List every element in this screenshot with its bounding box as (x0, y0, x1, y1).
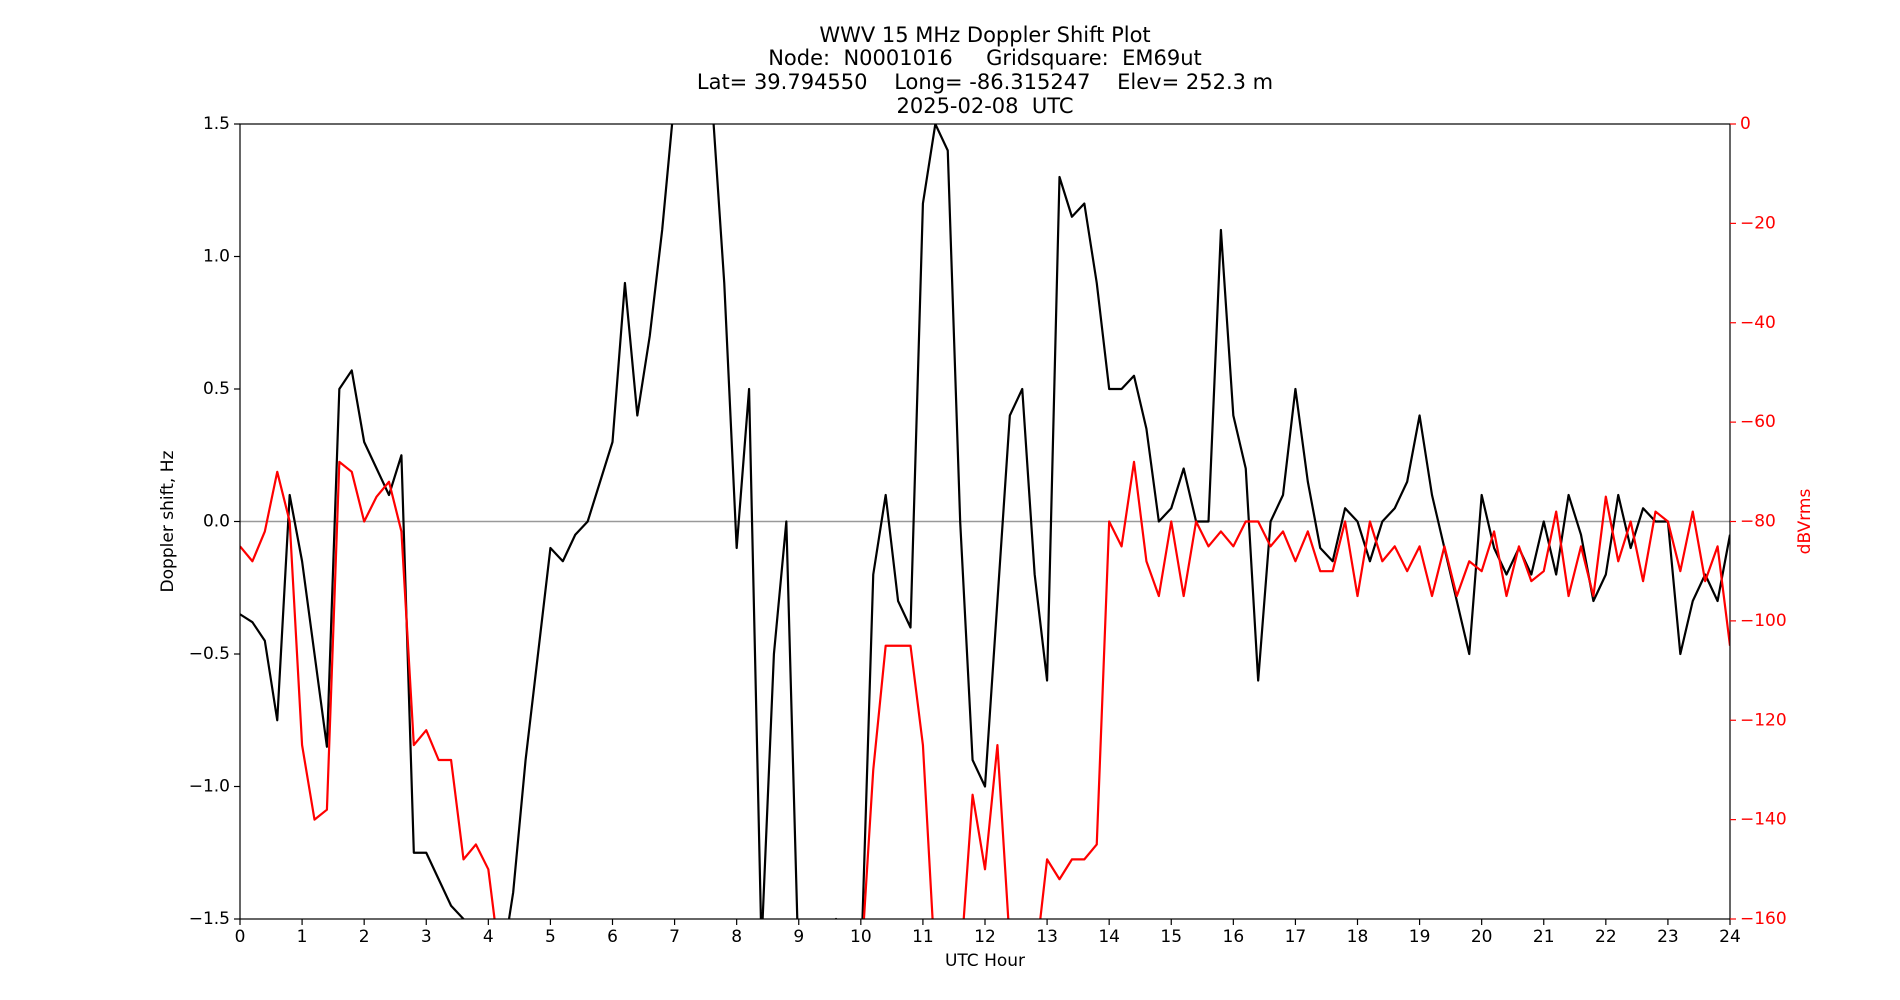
chart-title: WWV 15 MHz Doppler Shift Plot (819, 23, 1150, 47)
y2-tick-label: −40 (1740, 313, 1776, 333)
plot-lines (240, 124, 1730, 919)
y2-tick-label: −60 (1740, 412, 1776, 432)
y2-tick-label: −160 (1740, 909, 1787, 929)
x-tick-label: 7 (669, 927, 680, 947)
y-tick-label: −1.0 (189, 777, 230, 797)
y2-tick-label: 0 (1740, 114, 1751, 134)
series-line (240, 460, 1730, 919)
x-tick-label: 11 (912, 927, 934, 947)
y2-tick-label: −140 (1740, 810, 1787, 830)
x-tick-label: 2 (359, 927, 370, 947)
y-tick-label: 0.0 (203, 512, 230, 532)
x-tick-label: 18 (1347, 927, 1369, 947)
x-tick-label: 19 (1409, 927, 1431, 947)
y2-tick-label: −100 (1740, 611, 1787, 631)
x-tick-label: 23 (1657, 927, 1679, 947)
x-tick-label: 1 (297, 927, 308, 947)
x-tick-label: 0 (235, 927, 246, 947)
y2-tick-label: −120 (1740, 710, 1787, 730)
x-tick-label: 20 (1471, 927, 1493, 947)
x-tick-label: 3 (421, 927, 432, 947)
x-tick-label: 4 (483, 927, 494, 947)
chart-title: 2025-02-08 UTC (896, 94, 1073, 118)
x-tick-label: 17 (1285, 927, 1307, 947)
x-tick-label: 12 (974, 927, 996, 947)
y-axis-label: Doppler shift, Hz (158, 450, 178, 592)
y-tick-label: −1.5 (189, 909, 230, 929)
x-tick-label: 15 (1160, 927, 1182, 947)
x-tick-label: 9 (793, 927, 804, 947)
y-tick-label: −0.5 (189, 644, 230, 664)
x-tick-label: 8 (731, 927, 742, 947)
y-tick-label: 1.0 (203, 247, 230, 267)
x-tick-label: 16 (1223, 927, 1245, 947)
series-line (240, 124, 1730, 919)
x-tick-label: 13 (1036, 927, 1058, 947)
x-tick-label: 22 (1595, 927, 1617, 947)
x-tick-label: 10 (850, 927, 872, 947)
x-tick-label: 5 (545, 927, 556, 947)
y2-tick-label: −20 (1740, 213, 1776, 233)
x-axis-label: UTC Hour (945, 951, 1025, 971)
y2-axis-label: dBVrms (1795, 489, 1815, 555)
chart-title: Lat= 39.794550 Long= -86.315247 Elev= 25… (697, 70, 1273, 94)
y2-tick-label: −80 (1740, 512, 1776, 532)
y-tick-label: 1.5 (203, 114, 230, 134)
chart-title: Node: N0001016 Gridsquare: EM69ut (768, 46, 1202, 70)
x-tick-label: 21 (1533, 927, 1555, 947)
x-tick-label: 14 (1098, 927, 1120, 947)
x-tick-label: 6 (607, 927, 618, 947)
x-tick-label: 24 (1719, 927, 1741, 947)
y-tick-label: 0.5 (203, 379, 230, 399)
